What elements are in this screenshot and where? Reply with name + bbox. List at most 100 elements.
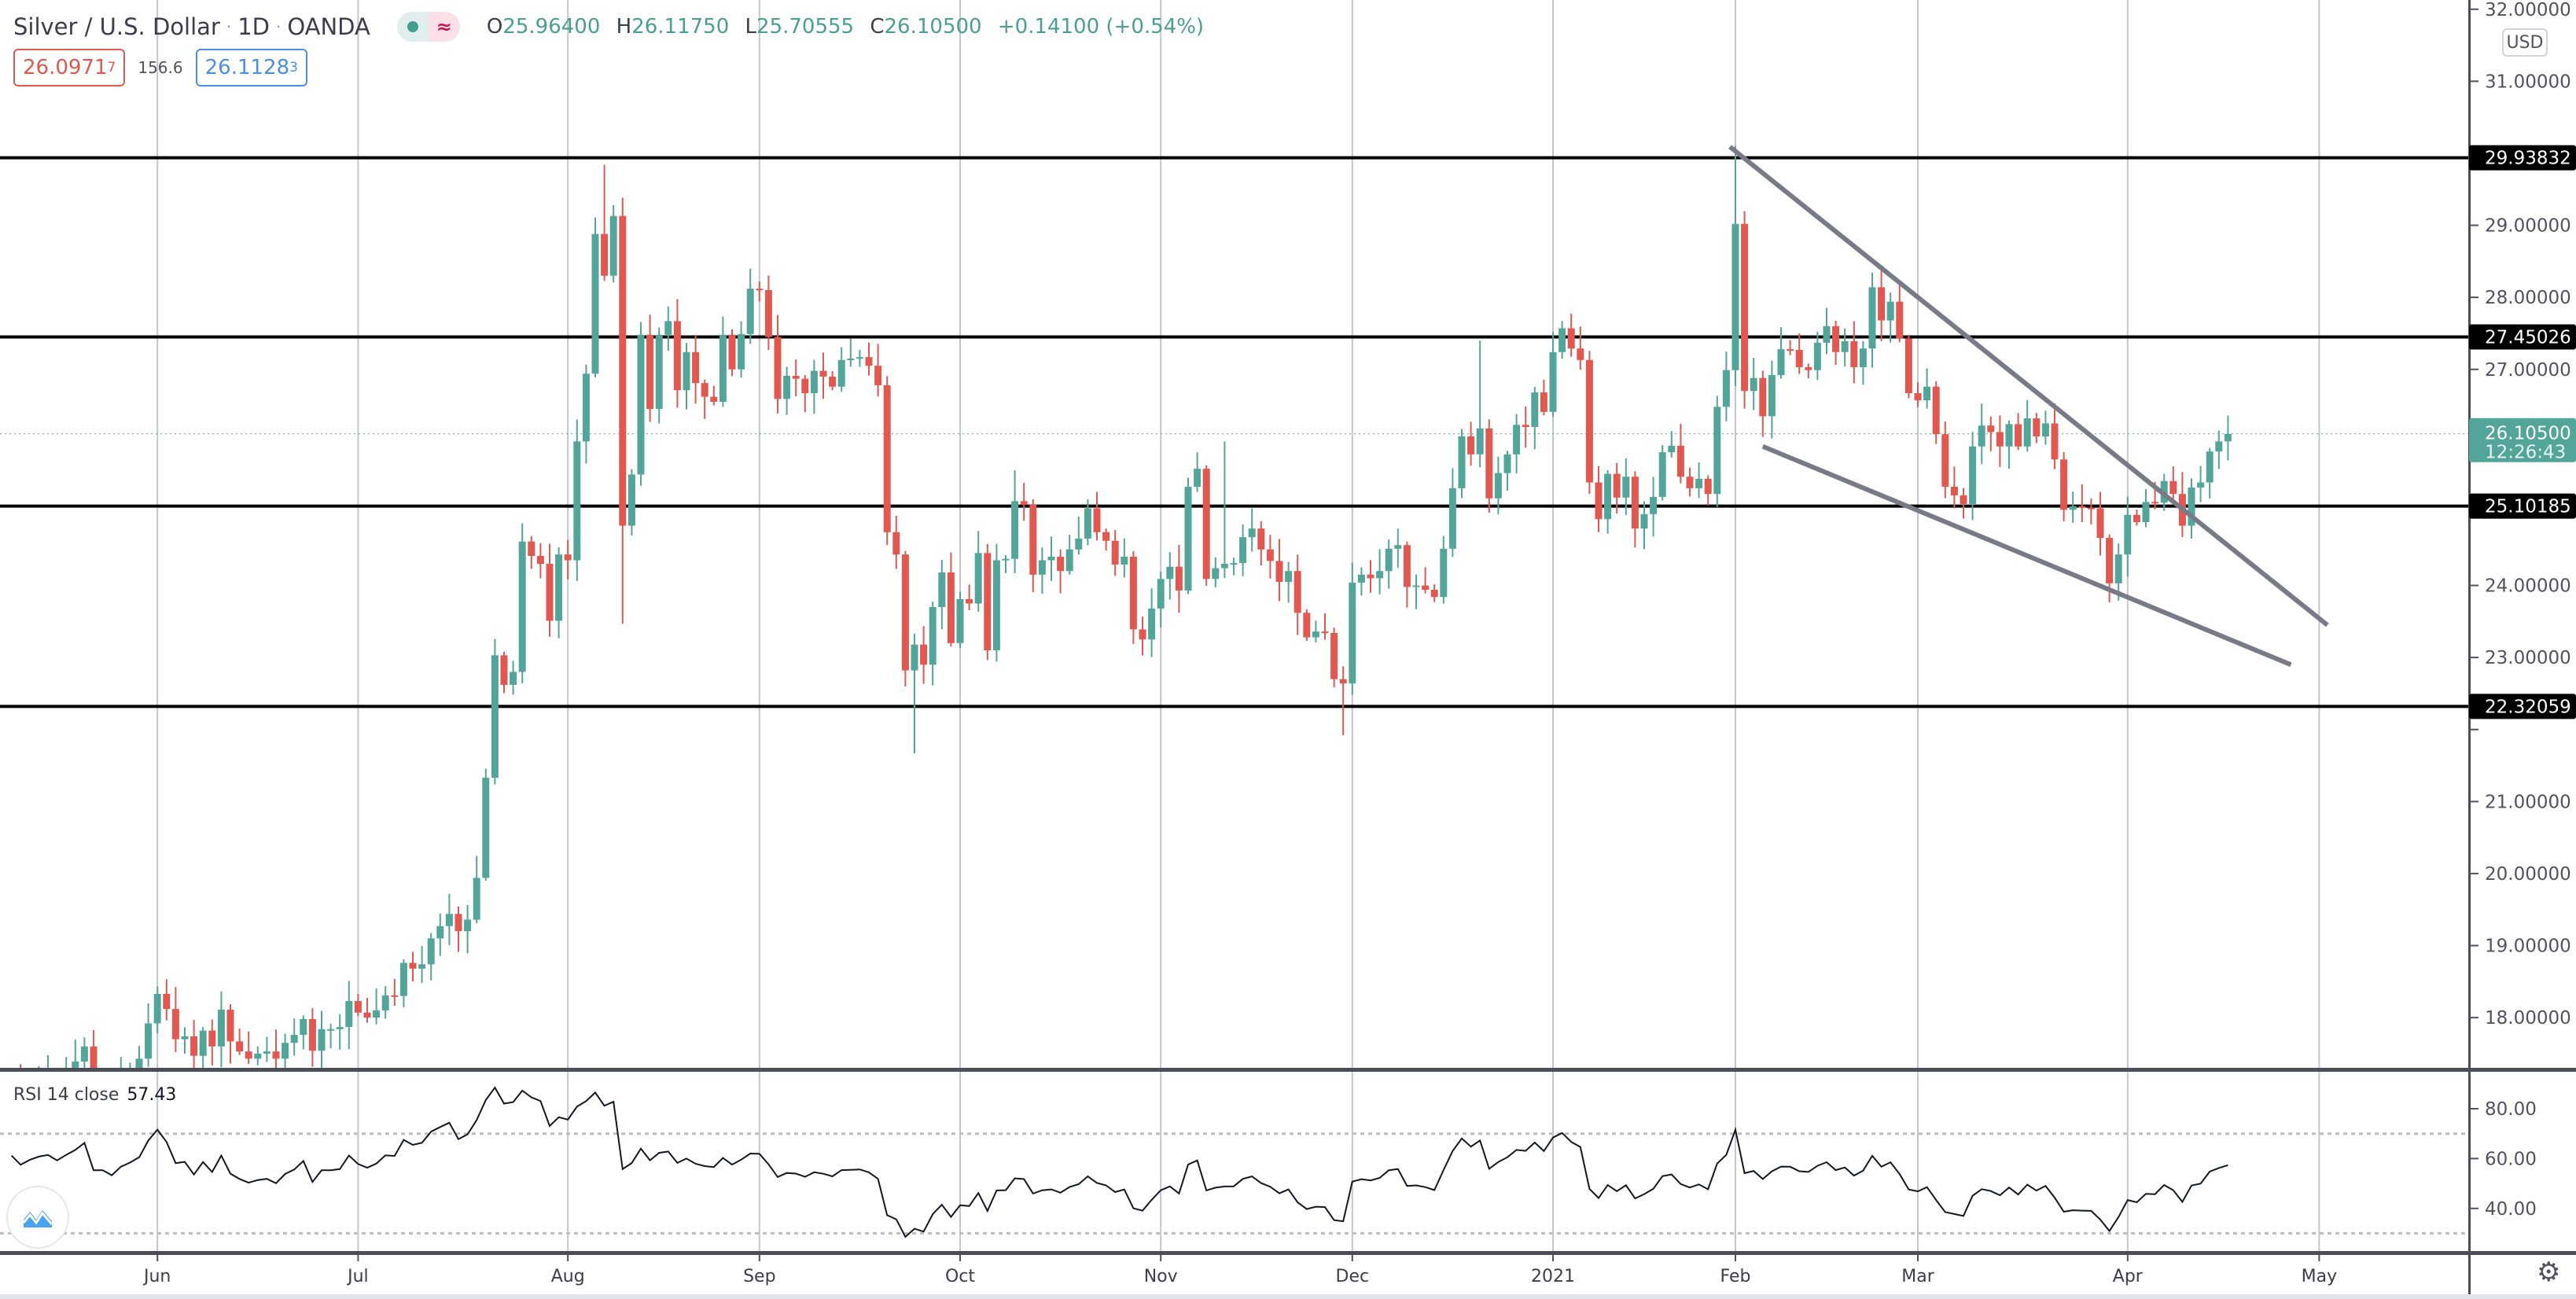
candle-body bbox=[0, 1090, 6, 1094]
buy-pip: 3 bbox=[289, 60, 298, 75]
time-axis-label: Feb bbox=[1720, 1267, 1751, 1286]
candle-body bbox=[1412, 585, 1420, 587]
symbol-title[interactable]: Silver / U.S. Dollar bbox=[13, 13, 220, 40]
candle-body bbox=[1275, 561, 1283, 582]
candle-body bbox=[473, 878, 480, 920]
level-price-label: 22.32059 bbox=[2485, 697, 2571, 717]
source[interactable]: OANDA bbox=[287, 13, 370, 40]
candle-body bbox=[1750, 377, 1757, 392]
candle-body bbox=[518, 541, 526, 672]
time-axis-label: Nov bbox=[1144, 1267, 1178, 1286]
rsi-axis-label: 80.00 bbox=[2485, 1099, 2537, 1120]
candle-body bbox=[984, 553, 992, 650]
candle-body bbox=[190, 1036, 198, 1056]
market-status-pill[interactable]: ≈ bbox=[396, 12, 460, 42]
candle-body bbox=[2041, 423, 2049, 436]
candle-body bbox=[920, 644, 928, 665]
candle-body bbox=[1029, 504, 1037, 575]
currency-button[interactable]: USD bbox=[2502, 28, 2548, 57]
candle-body bbox=[2124, 514, 2132, 555]
candle-body bbox=[135, 1058, 143, 1068]
logo-icon bbox=[22, 1210, 53, 1227]
candle-body bbox=[53, 1075, 61, 1082]
trendline[interactable] bbox=[1761, 443, 2292, 668]
trendline[interactable] bbox=[1728, 145, 2329, 627]
candle-body bbox=[2051, 423, 2059, 460]
candle-body bbox=[1330, 633, 1338, 679]
candle-body bbox=[454, 914, 462, 932]
candle-body bbox=[1850, 341, 1858, 368]
settings-gear-icon[interactable]: ⚙ bbox=[2537, 1257, 2561, 1288]
candle-body bbox=[701, 383, 708, 397]
candle-body bbox=[236, 1041, 244, 1052]
candle-body bbox=[1248, 528, 1256, 538]
candle-body bbox=[1476, 428, 1484, 454]
candle-body bbox=[1577, 348, 1584, 360]
candle-body bbox=[1695, 478, 1703, 488]
candle-body bbox=[436, 925, 444, 939]
candle-body bbox=[1941, 434, 1949, 488]
candle-body bbox=[308, 1018, 316, 1051]
candle-body bbox=[1129, 556, 1137, 630]
candle-body bbox=[2215, 441, 2223, 452]
sell-button[interactable]: 26.0971 7 bbox=[13, 49, 126, 86]
candle-body bbox=[1914, 392, 1922, 401]
candle-body bbox=[482, 778, 490, 878]
rsi-legend[interactable]: RSI 14 close 57.43 bbox=[13, 1085, 176, 1105]
candle-body bbox=[500, 655, 508, 685]
market-open-icon bbox=[396, 12, 429, 42]
candle-body bbox=[445, 914, 453, 926]
candle-body bbox=[1932, 386, 1940, 435]
candle-body bbox=[1458, 436, 1466, 488]
candle-body bbox=[373, 1010, 381, 1018]
candle-body bbox=[1604, 473, 1612, 520]
level-price-label: 25.10185 bbox=[2485, 497, 2571, 517]
low-value: 25.70555 bbox=[756, 15, 855, 39]
candle-body bbox=[1777, 349, 1785, 376]
candle-body bbox=[1349, 582, 1356, 684]
candle-body bbox=[892, 532, 900, 555]
candles bbox=[0, 145, 2232, 1094]
buy-button[interactable]: 26.1128 3 bbox=[195, 49, 307, 86]
candle-body bbox=[171, 1009, 179, 1040]
candle-body bbox=[1157, 579, 1165, 609]
candle-body bbox=[1075, 539, 1083, 550]
trendlines[interactable] bbox=[1728, 145, 2329, 668]
level-price-label: 29.93832 bbox=[2485, 149, 2571, 169]
candle-body bbox=[2005, 424, 2013, 447]
candle-body bbox=[683, 351, 690, 391]
tradingview-logo[interactable] bbox=[6, 1186, 69, 1249]
candle-body bbox=[947, 572, 955, 643]
candle-body bbox=[1823, 326, 1831, 343]
candle-body bbox=[883, 385, 891, 532]
candle-body bbox=[1367, 574, 1374, 579]
candle-body bbox=[345, 1001, 353, 1028]
level-price-label-bg bbox=[2469, 493, 2576, 519]
candle-body bbox=[856, 357, 863, 359]
open-value: 25.96400 bbox=[502, 15, 601, 39]
candle-body bbox=[226, 1010, 234, 1042]
time-axis[interactable]: Jun Jul Aug Sep Oct Nov Dec 2021 Feb Mar Apr May bbox=[142, 1255, 2337, 1286]
pane-separator[interactable] bbox=[0, 1068, 2576, 1072]
candle-body bbox=[1175, 566, 1183, 591]
candle-body bbox=[837, 359, 845, 387]
level-price-label: 27.45026 bbox=[2485, 328, 2571, 348]
candle-body bbox=[1787, 349, 1794, 351]
high-value: 26.11750 bbox=[631, 15, 730, 39]
candle-body bbox=[1658, 452, 1666, 497]
rsi-value: 57.43 bbox=[127, 1085, 177, 1105]
candle-body bbox=[2087, 507, 2095, 510]
bar-countdown: 12:26:43 bbox=[2485, 443, 2566, 463]
candle-body bbox=[1194, 469, 1202, 488]
candle-body bbox=[1631, 477, 1639, 529]
price-axis[interactable]: 18.00000 19.00000 20.00000 21.00000 23.00000… bbox=[2469, 0, 2576, 1029]
chart-legend: Silver / U.S. Dollar · 1D · OANDA ≈ O25.… bbox=[13, 11, 1213, 42]
candle-body bbox=[1722, 370, 1730, 407]
level-price-label-bg bbox=[2469, 694, 2576, 719]
rsi-axis[interactable]: 80.00 60.00 40.00 bbox=[2471, 1099, 2537, 1220]
price-axis-border bbox=[2468, 0, 2471, 1299]
time-axis-label: Sep bbox=[743, 1267, 775, 1286]
close-label: C bbox=[870, 15, 885, 39]
interval[interactable]: 1D bbox=[237, 13, 270, 40]
